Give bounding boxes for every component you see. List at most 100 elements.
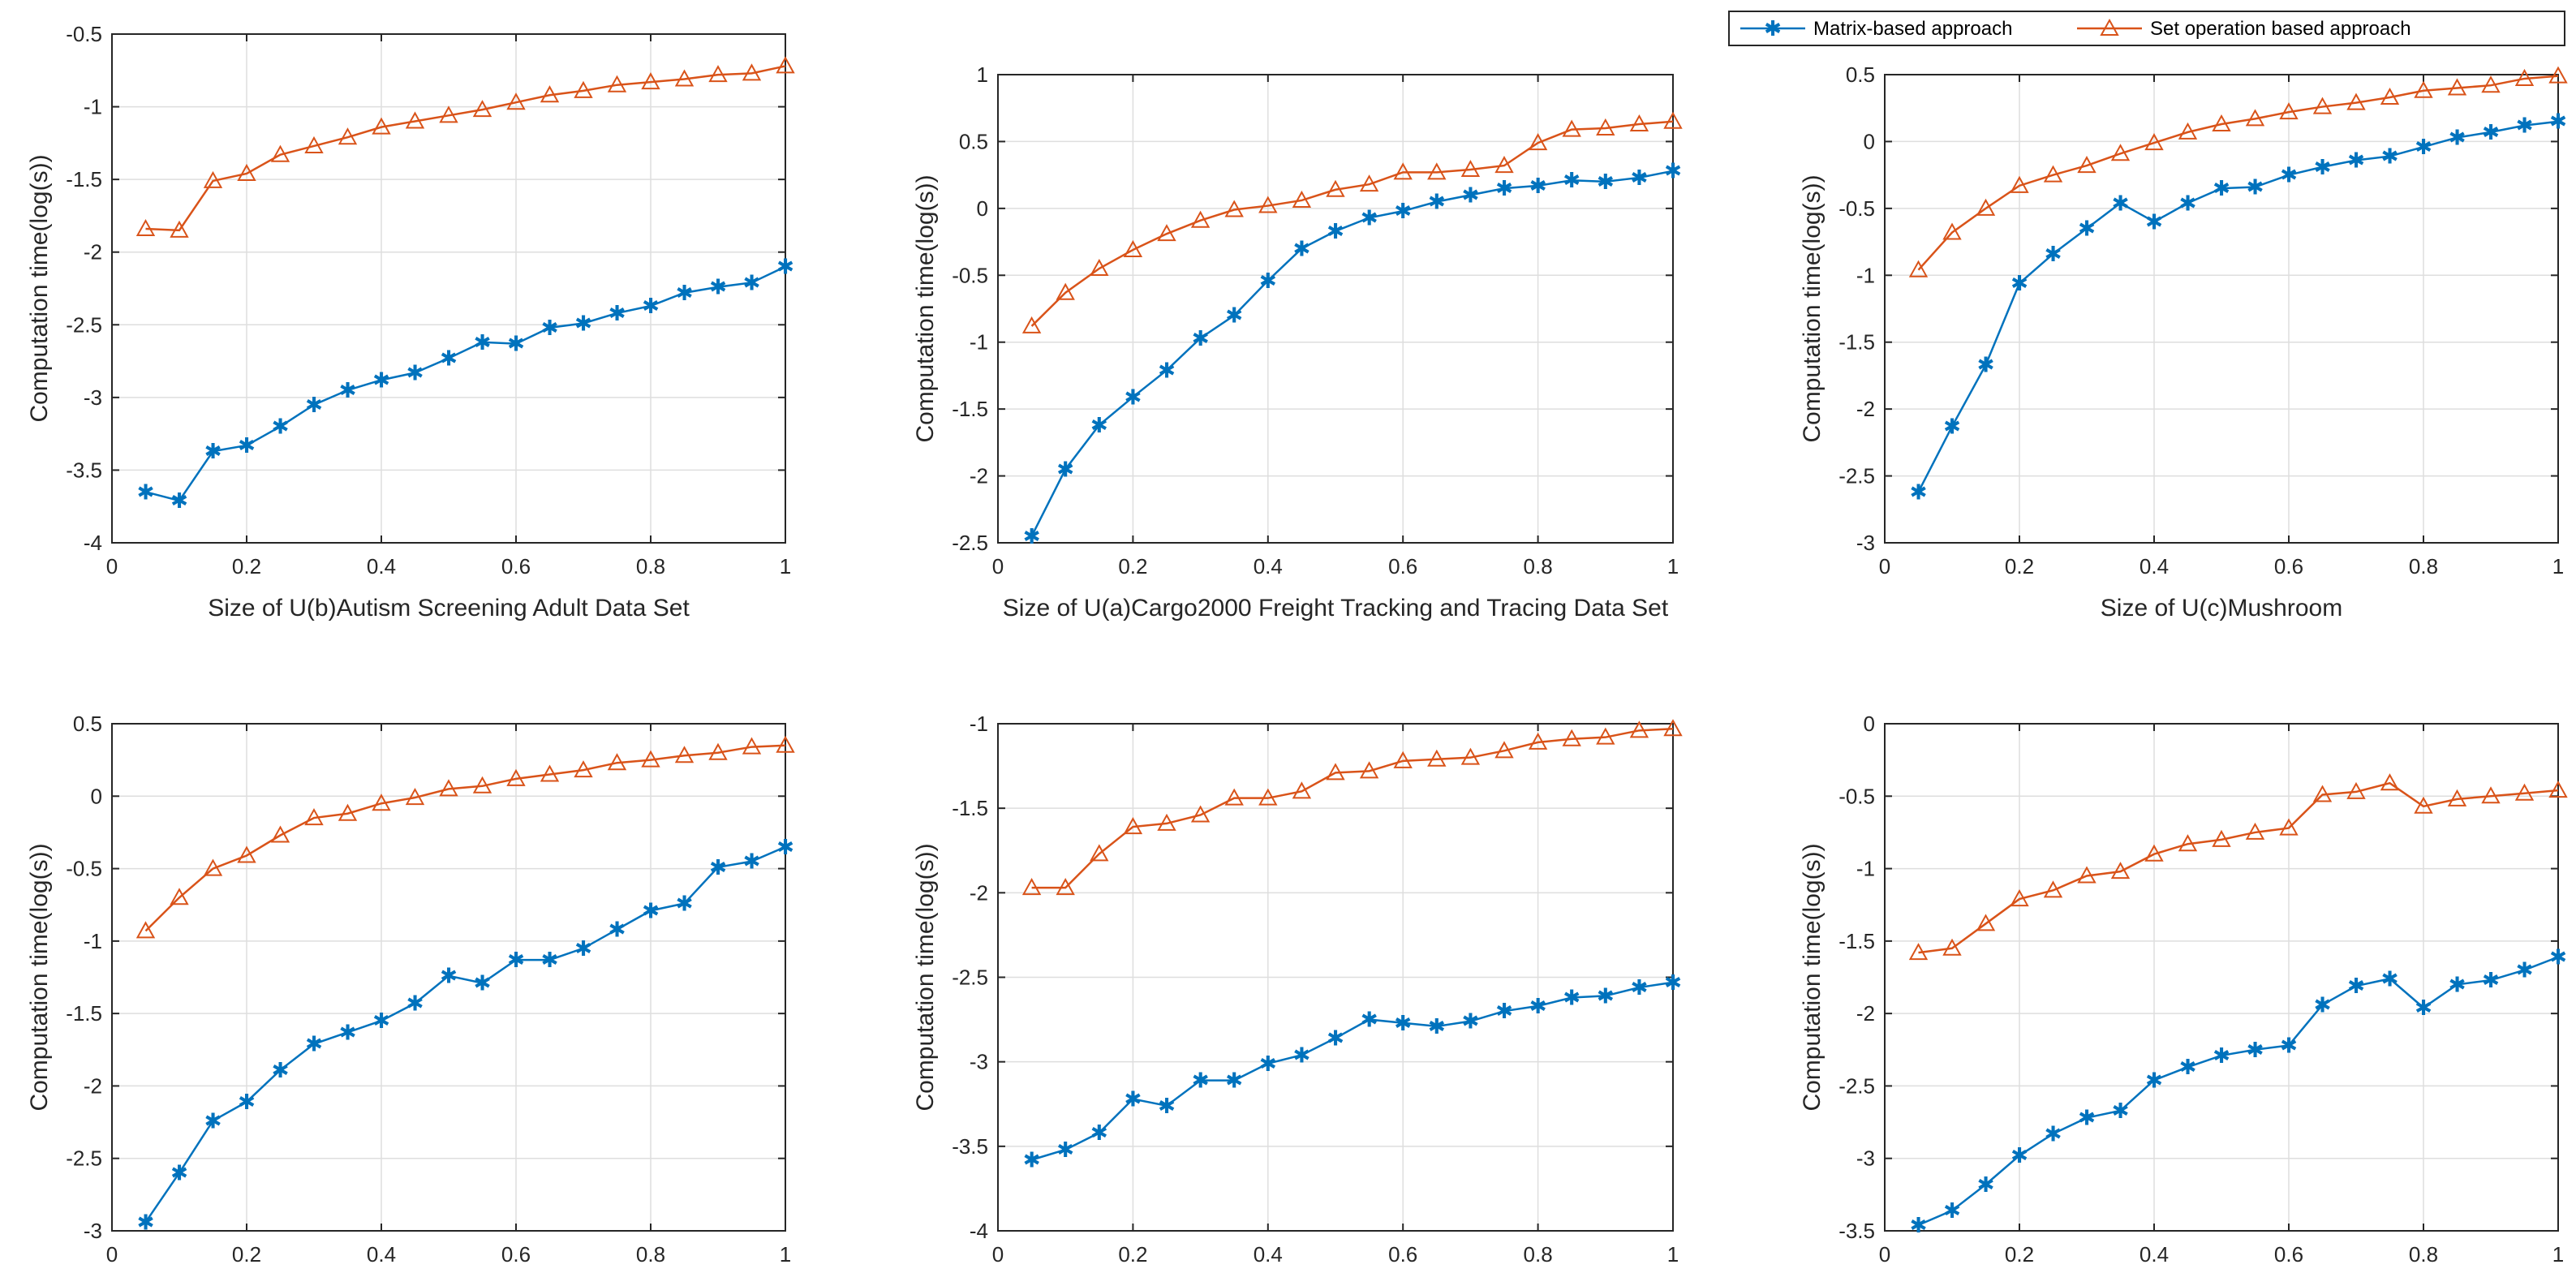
data-point-set [1393, 162, 1413, 180]
data-point-matrix: ✱ [507, 948, 525, 972]
data-point-matrix: ✱ [2314, 992, 2332, 1017]
data-point-set [1224, 788, 1244, 806]
y-tick-label: 0 [977, 196, 988, 221]
data-point-matrix: ✱ [2314, 155, 2332, 179]
data-point-set [2548, 781, 2568, 798]
data-point-matrix: ✱ [743, 270, 761, 295]
axes-box [1884, 723, 2559, 1232]
y-tick-label: 0 [1864, 129, 1875, 153]
data-point-set [1596, 118, 1615, 135]
data-point-matrix: ✱ [1158, 358, 1176, 382]
data-point-matrix: ✱ [2078, 1106, 2096, 1130]
axes-box [111, 33, 786, 544]
data-point-set [2043, 165, 2063, 183]
plot-area [112, 724, 785, 1231]
y-tick-label: -0.5 [952, 263, 988, 287]
data-point-set [1976, 198, 1996, 216]
data-point-set [2380, 87, 2400, 105]
data-point-set [641, 750, 660, 768]
x-tick-label: 0.4 [2139, 554, 2169, 578]
data-point-set [2144, 844, 2164, 862]
data-point-set [1326, 179, 1345, 197]
data-point-set [1123, 239, 1143, 257]
y-tick-label: -3 [1856, 1146, 1875, 1171]
data-point-set [1021, 878, 1042, 896]
data-point-matrix: ✱ [1631, 166, 1649, 190]
data-point-matrix: ✱ [2482, 968, 2500, 992]
data-point-set [1056, 878, 1075, 896]
x-tick-label: 0 [1879, 1242, 1890, 1267]
data-point-matrix: ✱ [642, 294, 660, 318]
data-point-set [1494, 156, 1514, 174]
data-point-set [776, 56, 795, 74]
x-axis-label: Size of U(f)Studentmat [1212, 1283, 1459, 1286]
x-axis-label: Size of U(c)Mushroom [2101, 595, 2342, 621]
data-point-matrix: ✱ [2247, 1038, 2264, 1062]
y-tick-label: -2 [84, 1073, 102, 1098]
x-tick-label: 0.8 [636, 1242, 665, 1267]
data-point-matrix: ✱ [372, 1009, 390, 1033]
data-point-set [2212, 829, 2231, 847]
data-point-set [1460, 747, 1481, 765]
data-point-set [2481, 786, 2501, 804]
data-point-matrix: ✱ [1631, 975, 1649, 1000]
data-point-matrix: ✱ [1090, 1120, 1108, 1145]
y-tick-label: 0 [1864, 712, 1875, 736]
data-point-set [405, 788, 425, 806]
data-point-set [1427, 162, 1447, 180]
data-point-matrix: ✱ [2112, 1099, 2130, 1123]
y-tick-label: -1 [84, 95, 102, 119]
x-tick-label: 1 [2552, 554, 2564, 578]
data-point-set [170, 220, 189, 238]
y-tick-label: -3 [1856, 531, 1875, 555]
data-point-matrix: ✱ [1293, 236, 1311, 260]
data-point-set [776, 735, 795, 753]
data-point-set [135, 921, 156, 939]
y-tick-label: -1.5 [1838, 929, 1875, 953]
x-tick-label: 0 [106, 1242, 118, 1267]
data-point-set [1528, 133, 1548, 151]
data-point-matrix: ✱ [474, 330, 492, 355]
data-point-matrix: ✱ [2449, 125, 2466, 149]
data-point-set [170, 888, 189, 905]
y-tick-label: -1.5 [952, 796, 988, 820]
legend: ✱ Matrix-based approach Set operation ba… [1728, 11, 2565, 46]
data-point-matrix: ✱ [2145, 1068, 2163, 1092]
data-point-matrix: ✱ [339, 378, 357, 402]
data-point-matrix: ✱ [1563, 986, 1580, 1010]
data-point-matrix: ✱ [406, 360, 424, 385]
data-point-matrix: ✱ [1361, 1008, 1378, 1032]
y-tick-label: -2.5 [1838, 1073, 1875, 1098]
data-point-set [2245, 822, 2265, 840]
data-point-matrix: ✱ [474, 971, 492, 996]
axes-box [997, 74, 1674, 544]
data-point-matrix: ✱ [1597, 170, 1615, 194]
data-point-set [2178, 122, 2198, 140]
plot-area [112, 34, 785, 543]
y-tick-label: -3.5 [66, 458, 102, 482]
data-point-set [574, 80, 593, 98]
x-tick-label: 0.8 [2409, 1242, 2438, 1267]
y-tick-label: -3 [84, 1219, 102, 1243]
data-point-matrix: ✱ [2179, 191, 2197, 215]
data-point-set [2380, 773, 2400, 791]
data-point-set [1292, 190, 1312, 208]
x-tick-label: 0.6 [2274, 1242, 2303, 1267]
data-point-matrix: ✱ [2045, 1121, 2062, 1146]
data-point-set [1629, 720, 1649, 738]
data-point-set [439, 105, 458, 123]
data-point-matrix: ✱ [1158, 1094, 1176, 1118]
data-point-matrix: ✱ [2549, 945, 2567, 970]
x-tick-label: 0.6 [501, 554, 531, 578]
data-point-matrix: ✱ [1023, 1148, 1041, 1172]
data-point-set [1157, 813, 1176, 831]
data-point-set [472, 776, 492, 794]
y-tick-label: -2.5 [952, 531, 988, 555]
data-point-set [338, 127, 358, 145]
data-point-matrix: ✱ [574, 936, 592, 961]
data-point-matrix: ✱ [2482, 120, 2500, 144]
data-point-set [1663, 111, 1683, 129]
y-tick-label: 0.5 [959, 129, 988, 153]
data-point-set [2245, 109, 2265, 127]
y-tick-label: -0.5 [1838, 196, 1875, 221]
